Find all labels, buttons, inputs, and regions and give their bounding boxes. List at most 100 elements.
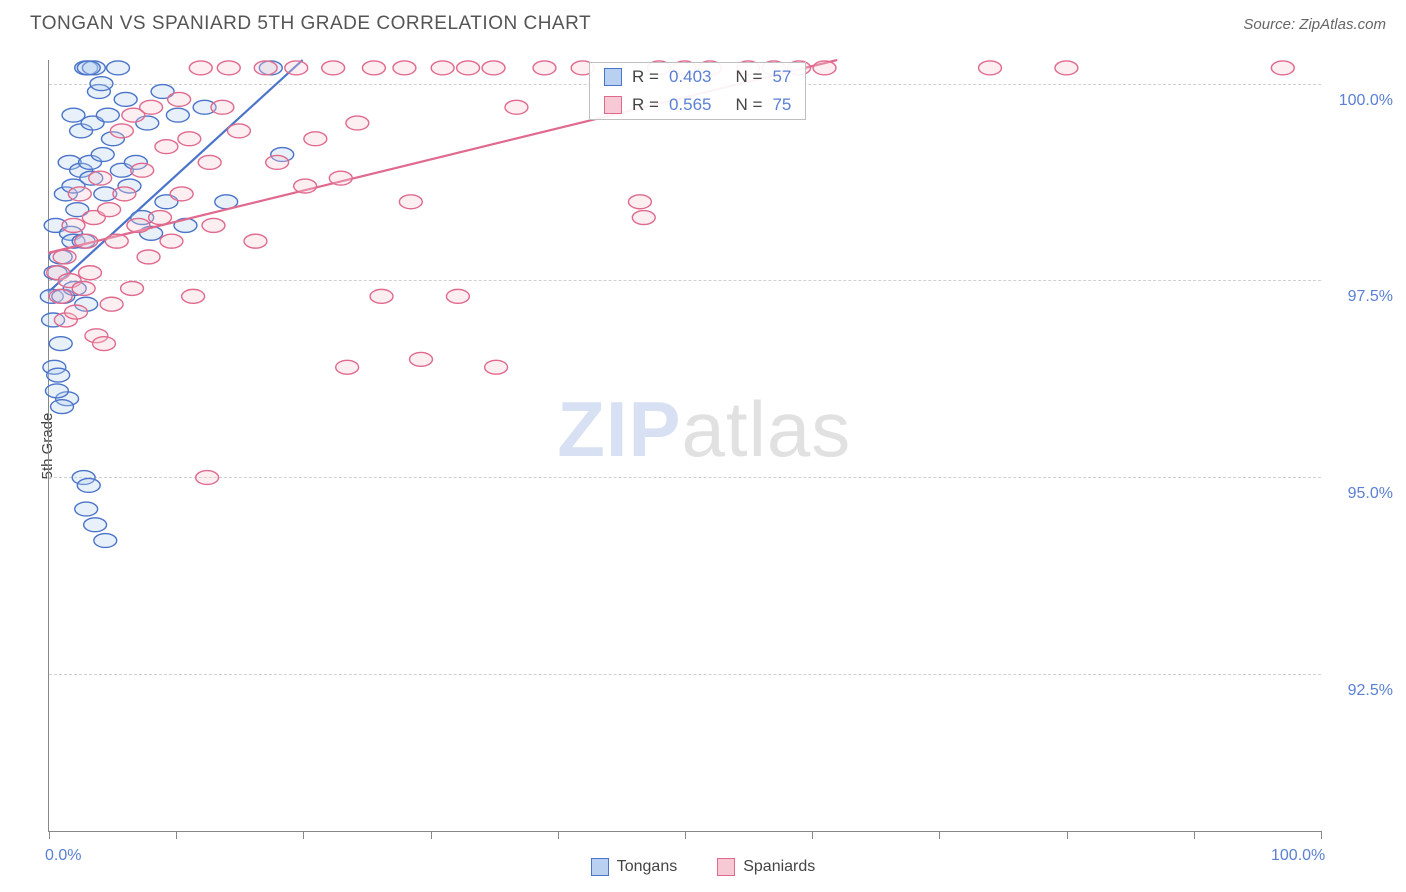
data-point — [149, 211, 172, 225]
data-point — [75, 502, 98, 516]
data-point — [294, 179, 317, 193]
legend-swatch — [591, 858, 609, 876]
data-point — [77, 478, 100, 492]
legend-swatch — [604, 68, 622, 86]
data-point — [98, 203, 121, 217]
series-legend: Tongans Spaniards — [0, 858, 1406, 876]
data-point — [533, 61, 556, 75]
data-point — [505, 100, 528, 114]
data-point — [65, 305, 88, 319]
data-point — [121, 282, 144, 296]
plot-area: 92.5%95.0%97.5%100.0%0.0%100.0% R = 0.40… — [48, 60, 1321, 832]
data-point — [160, 234, 183, 248]
data-point — [813, 61, 836, 75]
data-point — [189, 61, 212, 75]
data-point — [140, 100, 163, 114]
data-point — [84, 518, 107, 532]
data-point — [336, 360, 359, 374]
data-point — [96, 108, 119, 122]
legend-row: R = 0.565N = 75 — [590, 91, 805, 119]
data-point — [137, 250, 160, 264]
chart-title: TONGAN VS SPANIARD 5TH GRADE CORRELATION… — [30, 13, 591, 35]
data-point — [107, 61, 130, 75]
data-point — [211, 100, 234, 114]
data-point — [89, 171, 112, 185]
data-point — [482, 61, 505, 75]
x-tick — [1067, 831, 1068, 839]
data-point — [329, 171, 352, 185]
data-point — [202, 218, 225, 232]
data-point — [77, 61, 100, 75]
data-point — [127, 218, 150, 232]
data-point — [196, 471, 219, 485]
data-point — [105, 234, 128, 248]
legend-row: R = 0.403N = 57 — [590, 63, 805, 91]
data-point — [68, 187, 91, 201]
data-point — [217, 61, 240, 75]
legend-label: Tongans — [617, 858, 678, 876]
x-tick — [431, 831, 432, 839]
data-point — [979, 61, 1002, 75]
data-point — [114, 92, 137, 106]
data-point — [49, 337, 72, 351]
y-tick-label: 100.0% — [1339, 92, 1393, 110]
data-point — [266, 155, 289, 169]
data-point — [446, 289, 469, 303]
data-point — [182, 289, 205, 303]
x-tick — [49, 831, 50, 839]
data-point — [1055, 61, 1078, 75]
x-tick — [1194, 831, 1195, 839]
data-point — [45, 384, 68, 398]
data-point — [79, 266, 102, 280]
data-point — [91, 148, 114, 162]
data-point — [113, 187, 136, 201]
data-point — [170, 187, 193, 201]
y-tick-label: 95.0% — [1348, 485, 1393, 503]
data-point — [632, 211, 655, 225]
data-point — [346, 116, 369, 130]
data-point — [75, 234, 98, 248]
y-tick-label: 97.5% — [1348, 288, 1393, 306]
correlation-legend: R = 0.403N = 57R = 0.565N = 75 — [589, 62, 806, 120]
data-point — [393, 61, 416, 75]
data-point — [93, 337, 116, 351]
legend-item: Tongans — [591, 858, 678, 876]
data-point — [110, 124, 133, 138]
data-point — [1271, 61, 1294, 75]
data-point — [628, 195, 651, 209]
data-point — [72, 282, 95, 296]
data-point — [178, 132, 201, 146]
data-point — [362, 61, 385, 75]
data-point — [49, 289, 72, 303]
data-point — [227, 124, 250, 138]
data-point — [399, 195, 422, 209]
legend-swatch — [717, 858, 735, 876]
data-point — [166, 108, 189, 122]
data-point — [322, 61, 345, 75]
legend-item: Spaniards — [717, 858, 815, 876]
data-point — [485, 360, 508, 374]
data-point — [244, 234, 267, 248]
legend-label: Spaniards — [743, 858, 815, 876]
data-point — [254, 61, 277, 75]
data-point — [90, 77, 113, 91]
data-point — [198, 155, 221, 169]
data-point — [94, 534, 117, 548]
legend-swatch — [604, 96, 622, 114]
x-tick — [303, 831, 304, 839]
x-tick — [685, 831, 686, 839]
x-tick — [939, 831, 940, 839]
y-tick-label: 92.5% — [1348, 682, 1393, 700]
data-point — [370, 289, 393, 303]
data-point — [304, 132, 327, 146]
data-point — [155, 140, 178, 154]
data-point — [285, 61, 308, 75]
data-point — [53, 250, 76, 264]
data-point — [431, 61, 454, 75]
data-point — [131, 163, 154, 177]
x-tick — [1321, 831, 1322, 839]
x-tick — [176, 831, 177, 839]
data-point — [62, 218, 85, 232]
data-point — [47, 368, 70, 382]
data-point — [100, 297, 123, 311]
